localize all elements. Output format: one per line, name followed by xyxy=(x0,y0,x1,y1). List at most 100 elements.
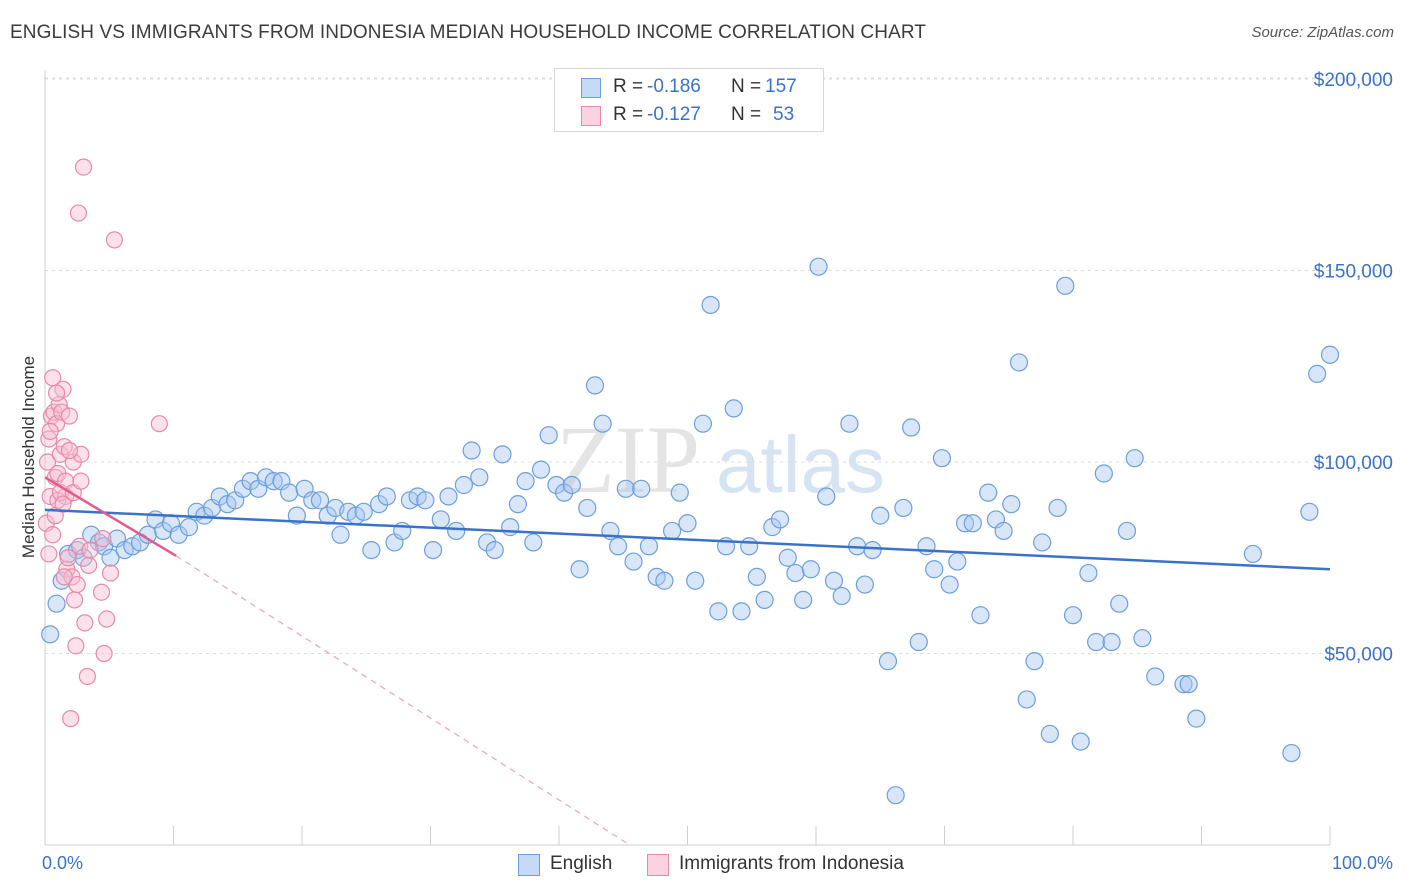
data-point-indonesia xyxy=(44,526,62,544)
legend-r-label: R = xyxy=(613,76,644,97)
chart-title: ENGLISH VS IMMIGRANTS FROM INDONESIA MED… xyxy=(10,22,927,43)
data-point-indonesia xyxy=(94,529,112,548)
legend-row-indonesia: R = -0.127 N = 53 xyxy=(555,101,823,129)
data-point-english xyxy=(462,441,481,460)
data-point-indonesia xyxy=(72,472,90,490)
data-point-indonesia xyxy=(65,591,84,609)
data-point-english xyxy=(287,506,306,525)
legend-r-value: -0.127 xyxy=(647,104,701,125)
legend-swatch-indonesia xyxy=(581,106,601,126)
data-point-english xyxy=(331,525,350,544)
data-point-english xyxy=(370,495,389,514)
data-point-english xyxy=(354,502,373,521)
data-point-english xyxy=(786,563,805,583)
data-point-indonesia xyxy=(74,158,93,176)
legend-n-value: 53 xyxy=(773,104,795,125)
data-point-english xyxy=(362,540,381,560)
axes-layer xyxy=(44,70,1331,846)
data-point-indonesia xyxy=(81,541,99,559)
data-point-english xyxy=(886,786,905,805)
data-point-english xyxy=(1009,353,1029,372)
data-point-indonesia xyxy=(76,614,94,632)
series-indonesia xyxy=(37,158,168,728)
data-point-english xyxy=(948,552,967,571)
trend-line-english xyxy=(44,508,1331,571)
data-point-english xyxy=(485,540,504,560)
data-point-english xyxy=(925,560,944,579)
data-point-english xyxy=(794,590,813,609)
data-point-english xyxy=(179,518,199,537)
data-point-indonesia xyxy=(71,537,89,555)
data-point-english xyxy=(233,479,252,498)
data-point-english xyxy=(1117,521,1137,541)
data-point-english xyxy=(632,479,651,498)
data-point-english xyxy=(747,567,766,587)
data-point-english xyxy=(1179,675,1198,694)
data-point-indonesia xyxy=(53,403,71,421)
data-point-english xyxy=(724,399,743,418)
data-point-english xyxy=(616,479,635,498)
data-point-english xyxy=(516,472,535,491)
data-point-english xyxy=(1063,606,1083,625)
data-point-english xyxy=(686,571,705,590)
watermark-zip: ZIP xyxy=(556,406,700,513)
data-point-english xyxy=(994,521,1013,541)
data-point-english xyxy=(41,625,60,644)
grid-layer xyxy=(45,77,1395,654)
data-point-english xyxy=(855,575,874,594)
data-point-english xyxy=(101,548,120,567)
data-point-english xyxy=(1102,632,1121,652)
data-point-indonesia xyxy=(80,556,98,575)
data-point-english xyxy=(1187,709,1206,728)
data-point-english xyxy=(801,560,820,579)
data-point-english xyxy=(909,632,928,652)
data-point-english xyxy=(701,295,720,315)
data-point-english xyxy=(917,537,936,556)
data-point-english xyxy=(840,414,859,433)
data-point-english xyxy=(477,533,497,552)
x-tick-label: 100.0% xyxy=(1332,853,1393,873)
data-point-english xyxy=(955,514,975,533)
y-tick-label: $100,000 xyxy=(1314,453,1393,474)
data-point-english xyxy=(693,414,713,433)
data-point-english xyxy=(901,418,921,437)
trend-line-indonesia-extended xyxy=(175,555,631,846)
legend-swatch-english xyxy=(518,854,540,876)
trend-line-indonesia xyxy=(44,476,177,557)
data-point-indonesia xyxy=(38,453,57,471)
data-point-english xyxy=(1110,594,1129,613)
data-point-english xyxy=(47,594,66,613)
series-legend: English Immigrants from Indonesia xyxy=(0,852,1406,878)
data-point-english xyxy=(1094,464,1113,483)
data-point-indonesia xyxy=(59,549,77,567)
data-point-english xyxy=(1040,724,1059,744)
data-point-english xyxy=(1308,364,1327,384)
data-point-english xyxy=(824,571,844,590)
y-axis-title: Median Household Income xyxy=(19,356,38,558)
data-point-english xyxy=(755,590,774,609)
legend-n-label: N = xyxy=(731,104,762,125)
data-point-english xyxy=(280,483,299,502)
tick-labels: $50,000 $100,000 $150,000 $200,000 0.0% 100.0… xyxy=(42,70,1393,873)
data-point-english xyxy=(832,586,851,606)
data-point-english xyxy=(1243,544,1263,564)
y-tick-label: $150,000 xyxy=(1314,262,1393,283)
data-point-indonesia xyxy=(41,422,59,440)
data-point-english xyxy=(154,521,173,541)
data-point-english xyxy=(709,602,728,621)
data-point-indonesia xyxy=(54,495,72,513)
data-point-indonesia xyxy=(98,610,116,628)
data-point-english xyxy=(531,460,551,479)
data-point-english xyxy=(501,518,520,537)
data-point-english xyxy=(655,571,674,590)
data-point-indonesia xyxy=(95,644,113,663)
data-point-english xyxy=(1002,495,1021,514)
data-point-english xyxy=(670,483,689,502)
data-point-indonesia xyxy=(78,667,97,686)
legend-label-english: English xyxy=(550,853,613,874)
data-point-indonesia xyxy=(60,407,79,425)
data-point-english xyxy=(241,472,260,491)
data-point-english xyxy=(439,487,458,506)
trend-lines xyxy=(44,476,1331,846)
